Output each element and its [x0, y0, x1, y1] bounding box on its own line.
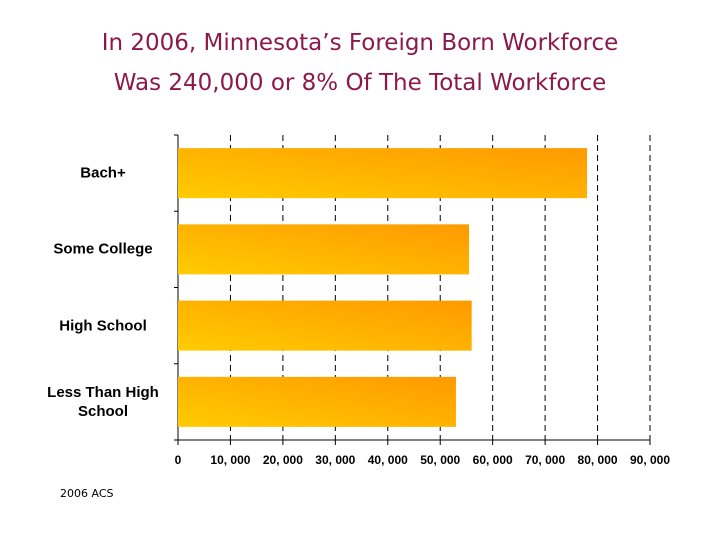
y-tick-label: Some College — [53, 240, 153, 258]
x-tick-label: 30, 000 — [315, 453, 355, 467]
bar — [178, 376, 456, 427]
y-tick-label: Bach+ — [80, 164, 126, 182]
x-tick-label: 0 — [175, 453, 182, 467]
y-tick-label: Less Than High School — [47, 383, 159, 420]
y-tick-label: High School — [59, 317, 147, 335]
x-tick-label: 20, 000 — [263, 453, 303, 467]
x-tick-label: 60, 000 — [473, 453, 513, 467]
x-tick-label: 90, 000 — [630, 453, 670, 467]
chart-title: In 2006, Minnesota’s Foreign Born Workfo… — [102, 30, 619, 56]
bar — [178, 300, 472, 351]
source-note: 2006 ACS — [60, 487, 114, 500]
bar — [178, 148, 588, 199]
x-tick-label: 10, 000 — [210, 453, 250, 467]
x-tick-label: 70, 000 — [525, 453, 565, 467]
chart-title: Was 240,000 or 8% Of The Total Workforce — [114, 70, 607, 96]
x-tick-label: 40, 000 — [368, 453, 408, 467]
x-tick-label: 80, 000 — [578, 453, 618, 467]
bar — [178, 224, 470, 275]
x-tick-label: 50, 000 — [420, 453, 460, 467]
